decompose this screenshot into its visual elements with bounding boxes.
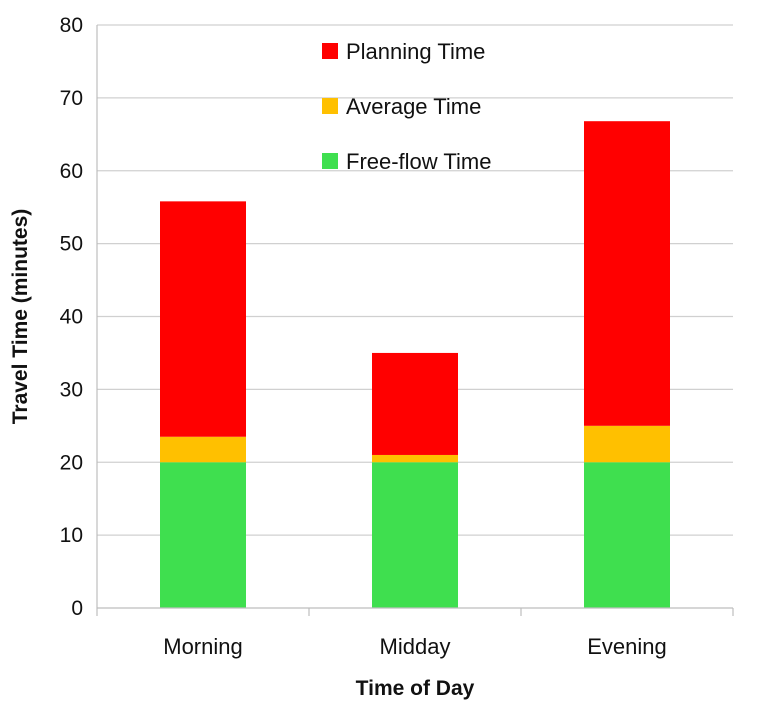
bar-midday-planning-time: [372, 352, 458, 455]
bar-evening-free-flow-time: [584, 462, 670, 608]
bar-morning-average-time: [160, 436, 246, 463]
y-tick-label: 50: [60, 233, 83, 256]
bar-midday-free-flow-time: [372, 462, 458, 608]
y-tick-label: 10: [60, 524, 83, 547]
bar-evening-planning-time: [584, 121, 670, 426]
y-tick-label: 30: [60, 378, 83, 401]
legend-swatch-free-flow-time: [322, 153, 338, 169]
y-tick-label: 60: [60, 160, 83, 183]
bar-midday-average-time: [372, 454, 458, 463]
bar-morning-planning-time: [160, 201, 246, 437]
y-tick-label: 0: [71, 597, 83, 620]
y-tick-label: 70: [60, 87, 83, 110]
x-axis: Morning Midday Evening: [96, 25, 734, 659]
y-tick-label: 20: [60, 451, 83, 474]
y-axis-ticks: 0 10 20 30 40 50 60 70 80: [60, 14, 83, 620]
x-tick-label: Evening: [587, 634, 667, 659]
y-tick-label: 40: [60, 306, 83, 329]
legend-label-average-time: Average Time: [346, 94, 481, 119]
bars: [160, 121, 670, 608]
legend: Planning Time Average Time Free-flow Time: [322, 39, 491, 174]
x-tick-label: Midday: [380, 634, 451, 659]
bar-evening-average-time: [584, 425, 670, 463]
bar-morning-free-flow-time: [160, 462, 246, 608]
legend-label-planning-time: Planning Time: [346, 39, 485, 64]
legend-label-free-flow-time: Free-flow Time: [346, 149, 491, 174]
legend-swatch-planning-time: [322, 43, 338, 59]
legend-swatch-average-time: [322, 98, 338, 114]
y-axis-title: Travel Time (minutes): [9, 209, 32, 425]
x-tick-label: Morning: [163, 634, 242, 659]
x-axis-title: Time of Day: [356, 677, 475, 700]
y-tick-label: 80: [60, 14, 83, 37]
